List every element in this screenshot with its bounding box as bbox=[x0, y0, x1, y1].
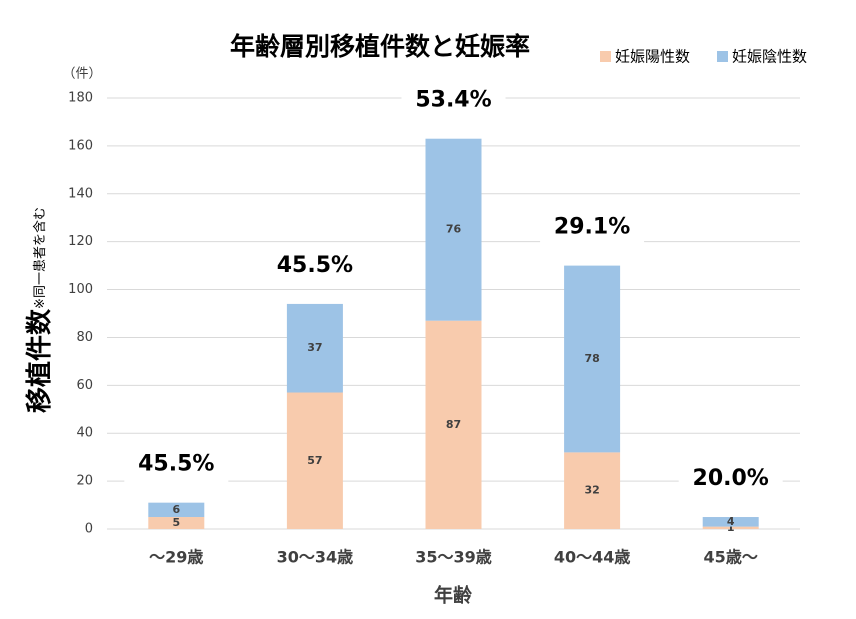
data-label: 76 bbox=[446, 223, 462, 236]
data-label: 87 bbox=[446, 418, 461, 431]
data-label: 78 bbox=[584, 352, 599, 365]
rate-annotation: 45.5% bbox=[138, 452, 214, 477]
annotation-bg bbox=[540, 209, 645, 246]
bar-segment bbox=[286, 303, 343, 393]
chart-title: 年齢層別移植件数と妊娠率 bbox=[230, 32, 530, 61]
y-tick-label: 0 bbox=[85, 522, 93, 537]
y-axis-label: 移植件数※同一患者を含む bbox=[25, 207, 55, 413]
y-tick-label: 180 bbox=[68, 91, 93, 106]
rate-annotation: 29.1% bbox=[554, 215, 630, 240]
legend-swatch bbox=[717, 51, 728, 62]
bar-segment bbox=[702, 526, 759, 529]
x-axis-label: 年齢 bbox=[434, 584, 473, 607]
rate-annotation: 20.0% bbox=[693, 466, 769, 491]
x-tick-label: 35～39歳 bbox=[415, 548, 492, 567]
legend-label: 妊娠陰性数 bbox=[732, 48, 807, 66]
y-tick-label: 80 bbox=[76, 330, 93, 345]
legend-swatch bbox=[600, 51, 611, 62]
y-unit: （件） bbox=[62, 67, 101, 82]
annotation-bg bbox=[401, 82, 506, 119]
x-tick-label: 40～44歳 bbox=[554, 548, 631, 567]
y-tick-label: 140 bbox=[68, 186, 93, 201]
bar-segment bbox=[148, 502, 205, 518]
bar-segment bbox=[564, 265, 621, 453]
y-label-main: 移植件数 bbox=[25, 308, 55, 413]
bar-segment bbox=[425, 138, 482, 321]
y-tick-label: 160 bbox=[68, 138, 93, 153]
bar-segment bbox=[564, 452, 621, 529]
legend-label: 妊娠陽性数 bbox=[615, 48, 690, 66]
x-tick-label: ～29歳 bbox=[149, 548, 203, 567]
x-tick-label: 45歳～ bbox=[704, 548, 758, 567]
annotation-bg bbox=[678, 461, 783, 498]
y-tick-label: 20 bbox=[76, 474, 93, 489]
bar-segment bbox=[425, 320, 482, 529]
data-label: 1 bbox=[727, 521, 735, 534]
data-label: 57 bbox=[307, 454, 322, 467]
data-label: 37 bbox=[307, 341, 322, 354]
y-label-note: ※同一患者を含む bbox=[32, 207, 48, 309]
bar-segment bbox=[286, 392, 343, 529]
rate-annotation: 45.5% bbox=[277, 253, 353, 278]
y-tick-label: 60 bbox=[76, 378, 93, 393]
data-label: 4 bbox=[727, 515, 735, 528]
y-tick-label: 40 bbox=[76, 426, 93, 441]
rate-annotation: 53.4% bbox=[415, 88, 491, 113]
bar-segment bbox=[702, 517, 759, 527]
y-tick-label: 100 bbox=[68, 282, 93, 297]
data-label: 6 bbox=[172, 503, 180, 516]
annotation-bg bbox=[124, 446, 229, 483]
y-tick-label: 120 bbox=[68, 234, 93, 249]
data-label: 5 bbox=[172, 516, 180, 529]
data-label: 32 bbox=[584, 484, 599, 497]
bar-segment bbox=[148, 517, 205, 529]
x-tick-label: 30～34歳 bbox=[277, 548, 354, 567]
annotation-bg bbox=[262, 247, 367, 284]
